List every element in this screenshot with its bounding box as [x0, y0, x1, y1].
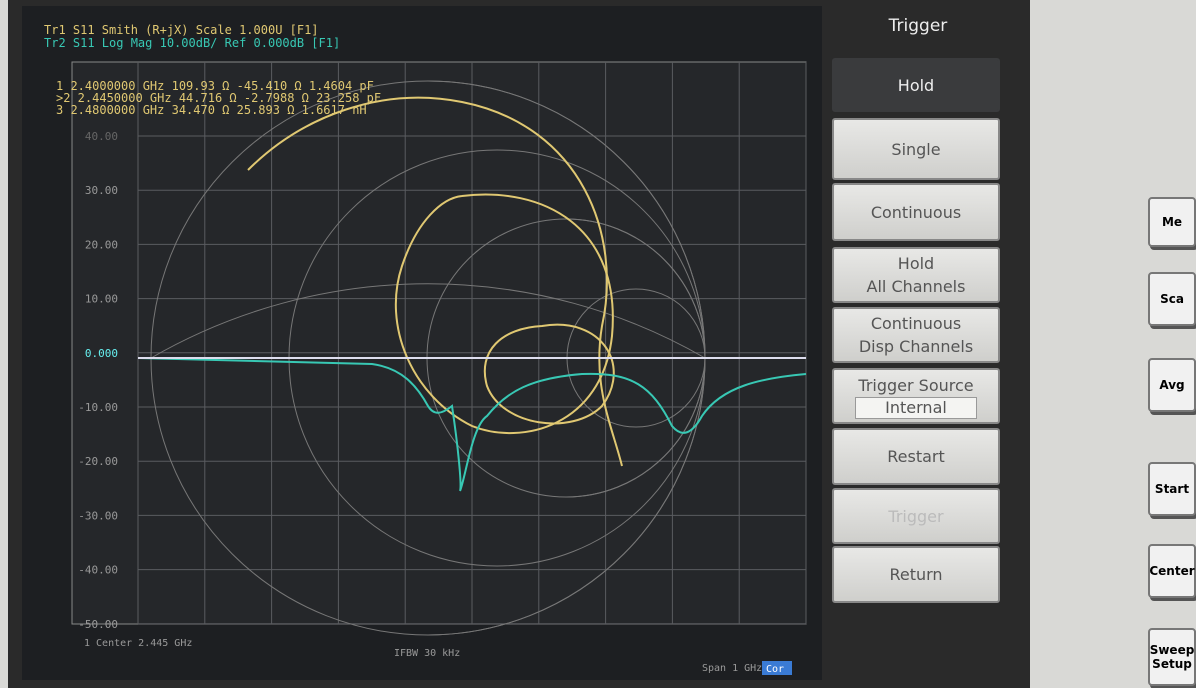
softkey-label: Single	[891, 138, 940, 161]
y-label: 40.00	[85, 130, 118, 143]
hardware-key[interactable]: Sweep Setup	[1148, 628, 1196, 686]
softkey-label: Restart	[887, 445, 945, 468]
hardware-key[interactable]: Start	[1148, 462, 1196, 516]
hardware-key[interactable]: Avg	[1148, 358, 1196, 412]
status-span: Span 1 GHz	[702, 663, 762, 674]
page: 40.00 30.00 20.00 10.00 0.000 -10.00 -20.00 -30…	[0, 0, 1196, 688]
status-cor: Cor	[766, 664, 784, 675]
y-label: 10.00	[85, 293, 118, 306]
y-label: -20.00	[78, 455, 118, 468]
y-label: -10.00	[78, 401, 118, 414]
softkey[interactable]: Restart	[832, 428, 1000, 485]
softkey-label: Internal	[855, 397, 977, 419]
softkey-label: Continuous	[871, 312, 961, 335]
hardware-key[interactable]: Center	[1148, 544, 1196, 598]
hardware-key[interactable]: Sca	[1148, 272, 1196, 326]
softkey-label: Hold	[898, 252, 934, 275]
trace-line: Tr1 S11 Smith (R+jX) Scale 1.000U [F1]	[44, 23, 319, 37]
y-label: 30.00	[85, 184, 118, 197]
plot-area	[72, 62, 806, 624]
softkey-label: Disp Channels	[859, 335, 973, 358]
y-label: -30.00	[78, 509, 118, 522]
softkey[interactable]: Return	[832, 546, 1000, 603]
y-label: 20.00	[85, 238, 118, 251]
y-label: -40.00	[78, 564, 118, 577]
softkey-label: Trigger	[888, 505, 943, 528]
trace-line: Tr2 S11 Log Mag 10.00dB/ Ref 0.000dB [F1…	[44, 36, 340, 50]
screen: 40.00 30.00 20.00 10.00 0.000 -10.00 -20.00 -30…	[22, 6, 822, 680]
softkey-label: Trigger Source	[858, 374, 973, 397]
marker-readout: 3 2.4800000 GHz 34.470 Ω 25.893 Ω 1.6617…	[56, 103, 367, 117]
y-label: -50.00	[78, 618, 118, 631]
softkey-label: Hold	[898, 74, 934, 97]
softkey[interactable]: Continuous	[832, 183, 1000, 241]
status-ifbw: IFBW 30 kHz	[394, 648, 460, 659]
y-label: 0.000	[85, 347, 118, 360]
status-center: 1 Center 2.445 GHz	[84, 638, 192, 649]
softkey-label: Continuous	[871, 201, 961, 224]
softkey-label: All Channels	[867, 275, 966, 298]
softkey[interactable]: Trigger	[832, 488, 1000, 544]
softkey-title: Trigger	[830, 16, 1006, 36]
display: 40.00 30.00 20.00 10.00 0.000 -10.00 -20.00 -30…	[22, 6, 822, 680]
hardware-key[interactable]: Me	[1148, 197, 1196, 247]
softkey-label: Return	[889, 563, 942, 586]
softkey[interactable]: Hold	[832, 58, 1000, 112]
softkey[interactable]: Single	[832, 118, 1000, 180]
